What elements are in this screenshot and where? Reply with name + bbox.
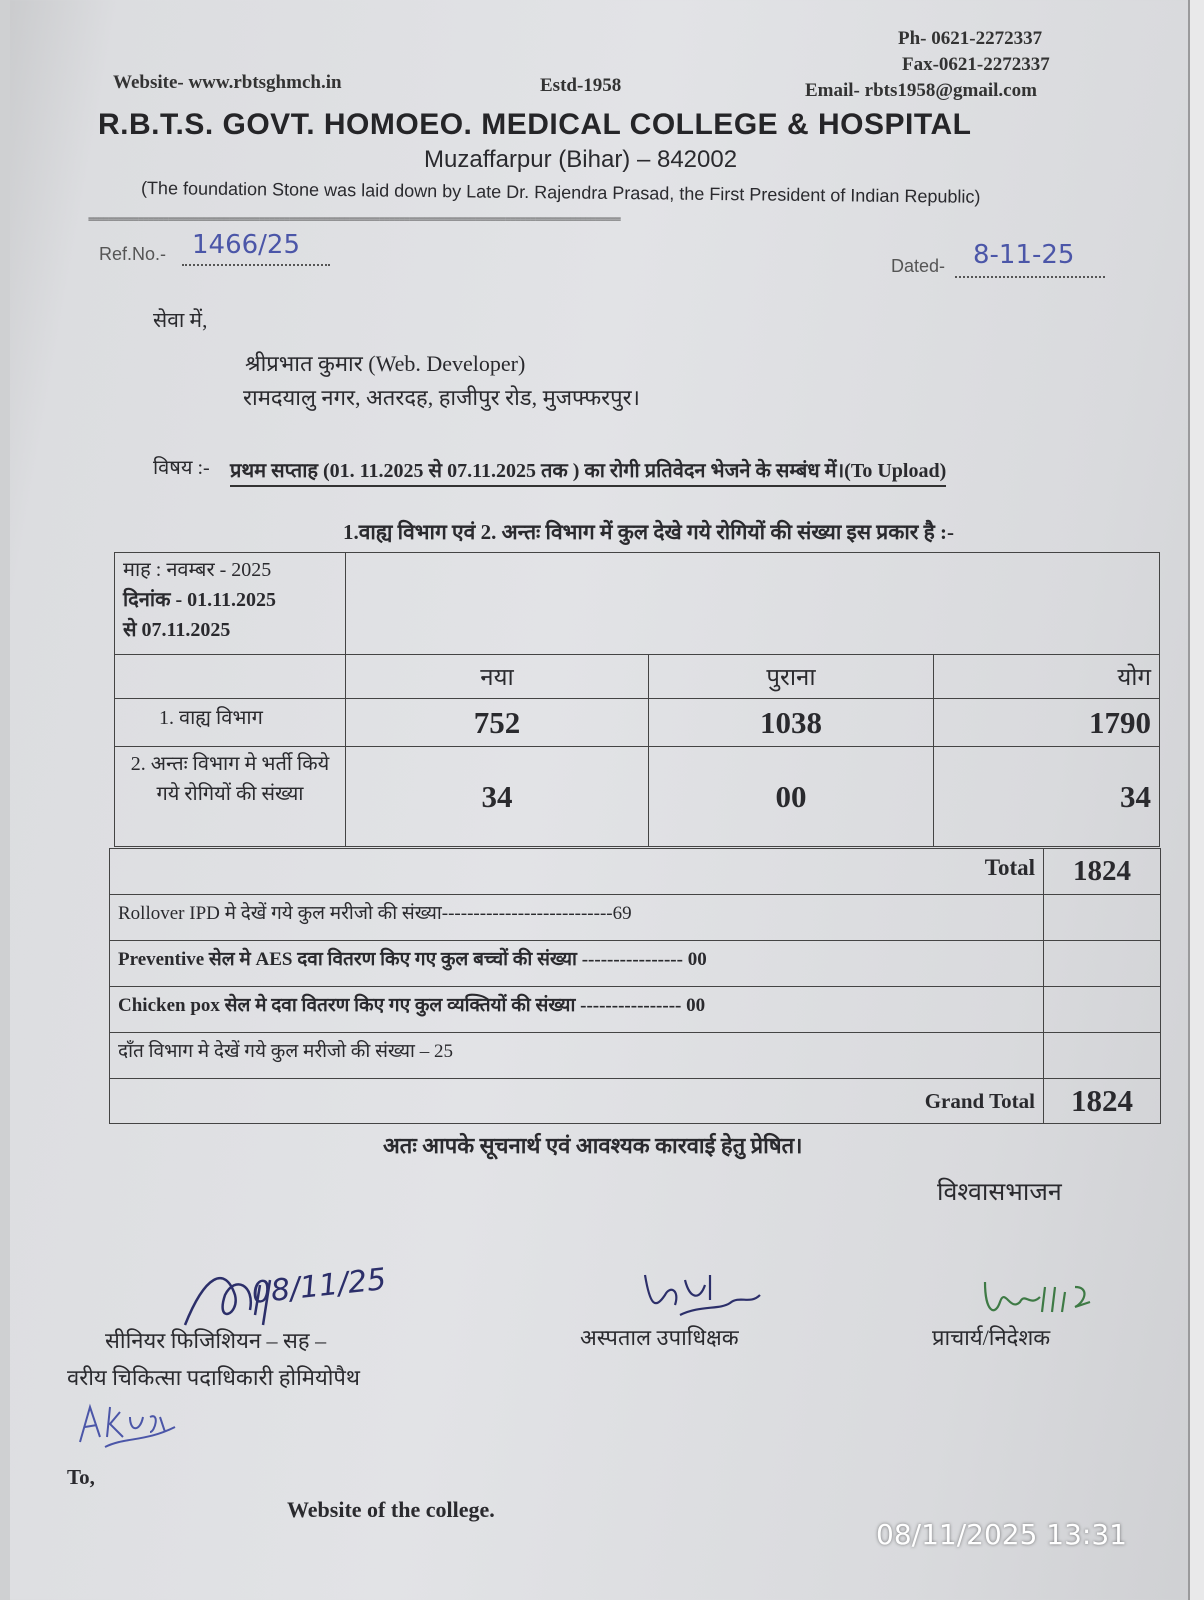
row-label: 1. वाह्य विभाग: [114, 698, 346, 747]
empty-cell: [1043, 986, 1161, 1033]
note-row: Rollover IPD मे देखें गये कुल मरीजो की स…: [109, 894, 1161, 941]
empty-cell: [1043, 940, 1161, 987]
foundation-note: (The foundation Stone was laid down by L…: [140, 178, 981, 207]
recipient-address: रामदयालु नगर, अतरदह, हाजीपुर रोड, मुजफ्फ…: [243, 385, 641, 410]
ipd-old: 00: [648, 746, 934, 847]
total-row: Total 1824: [109, 848, 1161, 895]
intro-text: 1.वाह्य विभाग एवं 2. अन्तः विभाग में कुल…: [343, 520, 955, 544]
left-signatory-line1: सीनियर फिजिशियन – सह –: [105, 1328, 327, 1353]
table-row: 2. अन्तः विभाग मे भर्ती किये गये रोगियों…: [114, 746, 1160, 847]
middle-signature: [643, 1274, 761, 1316]
dental-note: दाँत विभाग मे देखें गये कुल मरीजो की संख…: [109, 1032, 1044, 1079]
grand-total-label: Grand Total: [109, 1078, 1044, 1124]
background-edge: [0, 0, 10, 1600]
subject-label: विषय :-: [153, 457, 210, 479]
col-header-total: योग: [933, 654, 1160, 699]
opd-new: 752: [345, 698, 649, 747]
opd-old: 1038: [648, 698, 934, 747]
college-address: Muzaffarpur (Bihar) – 842002: [424, 146, 738, 173]
phone: Ph- 0621-2272337: [898, 28, 1043, 49]
empty-cell: [345, 552, 1160, 655]
ipd-total: 34: [933, 746, 1160, 847]
ref-label: Ref.No.-: [99, 244, 167, 264]
month: माह : नवम्बर - 2025: [123, 559, 272, 581]
empty-cell: [1043, 894, 1161, 941]
patient-report-table: माह : नवम्बर - 2025 दिनांक - 01.11.2025 …: [114, 552, 1160, 847]
salutation: सेवा में,: [153, 308, 208, 332]
adjacent-page-edge: [1188, 0, 1204, 1600]
empty-cell: [1043, 1032, 1161, 1079]
initials-signature: [79, 1403, 176, 1448]
left-signature: [183, 1276, 272, 1326]
aes-note: Preventive सेल मे AES दवा वितरण किए गए क…: [109, 940, 1044, 987]
row-label: 2. अन्तः विभाग मे भर्ती किये गये रोगियों…: [114, 746, 346, 847]
dated-label: Dated-: [891, 256, 946, 276]
closing-text: अतः आपके सूचनार्थ एवं आवश्यक कारवाई हेतु…: [383, 1133, 803, 1158]
summary-table: Total 1824 Rollover IPD मे देखें गये कुल…: [109, 848, 1161, 1124]
ref-number: 1466/25: [192, 230, 301, 260]
column-header-row: नया पुराना योग: [114, 654, 1160, 699]
website: Website- www.rbtsghmch.in: [113, 72, 342, 93]
grand-total-value: 1824: [1043, 1078, 1161, 1124]
rollover-ipd-note: Rollover IPD मे देखें गये कुल मरीजो की स…: [109, 894, 1044, 941]
period-cell: माह : नवम्बर - 2025 दिनांक - 01.11.2025 …: [114, 552, 346, 655]
fax: Fax-0621-2272337: [902, 54, 1050, 75]
to-label: To,: [67, 1465, 95, 1489]
college-name: R.B.T.S. GOVT. HOMOEO. MEDICAL COLLEGE &…: [98, 108, 972, 141]
to-value: Website of the college.: [287, 1497, 495, 1522]
grand-total-row: Grand Total 1824: [109, 1078, 1161, 1124]
established: Estd-1958: [540, 75, 622, 96]
total-label: Total: [109, 848, 1044, 895]
date-to: से 07.11.2025: [123, 619, 231, 641]
chicken-pox-note: Chicken pox सेल मे दवा वितरण किए गए कुल …: [109, 986, 1044, 1033]
empty-cell: [114, 654, 346, 699]
total-value: 1824: [1043, 848, 1161, 895]
col-header-old: पुराना: [648, 654, 934, 699]
middle-signatory: अस्पताल उपाधिक्षक: [580, 1325, 739, 1350]
left-signatory-line2: वरीय चिकित्सा पदाधिकारी होमियोपैथ: [67, 1365, 360, 1390]
ref-field: 1466/25: [182, 230, 330, 266]
note-row: Chicken pox सेल मे दवा वितरण किए गए कुल …: [109, 986, 1161, 1033]
yours-faithfully: विश्वासभाजन: [937, 1179, 1062, 1206]
period-row: माह : नवम्बर - 2025 दिनांक - 01.11.2025 …: [114, 552, 1160, 655]
note-row: Preventive सेल मे AES दवा वितरण किए गए क…: [109, 940, 1161, 987]
table-row: 1. वाह्य विभाग 752 1038 1790: [114, 698, 1160, 747]
photo-timestamp: 08/11/2025 13:31: [876, 1518, 1127, 1551]
email: Email- rbts1958@gmail.com: [805, 80, 1037, 101]
dated-value: 8-11-25: [973, 240, 1075, 270]
ipd-new: 34: [345, 746, 649, 847]
col-header-new: नया: [345, 654, 649, 699]
date-from: दिनांक - 01.11.2025: [123, 589, 276, 611]
recipient-name: श्रीप्रभात कुमार (Web. Developer): [245, 351, 526, 376]
subject-text: प्रथम सप्ताह (01. 11.2025 से 07.11.2025 …: [230, 456, 947, 487]
right-signature: [983, 1281, 1091, 1313]
dated-field: 8-11-25: [955, 240, 1105, 278]
separator-line: ========================================…: [88, 216, 621, 223]
note-row: दाँत विभाग मे देखें गये कुल मरीजो की संख…: [109, 1032, 1161, 1079]
right-signatory: प्राचार्य/निदेशक: [932, 1325, 1051, 1350]
opd-total: 1790: [933, 698, 1160, 747]
